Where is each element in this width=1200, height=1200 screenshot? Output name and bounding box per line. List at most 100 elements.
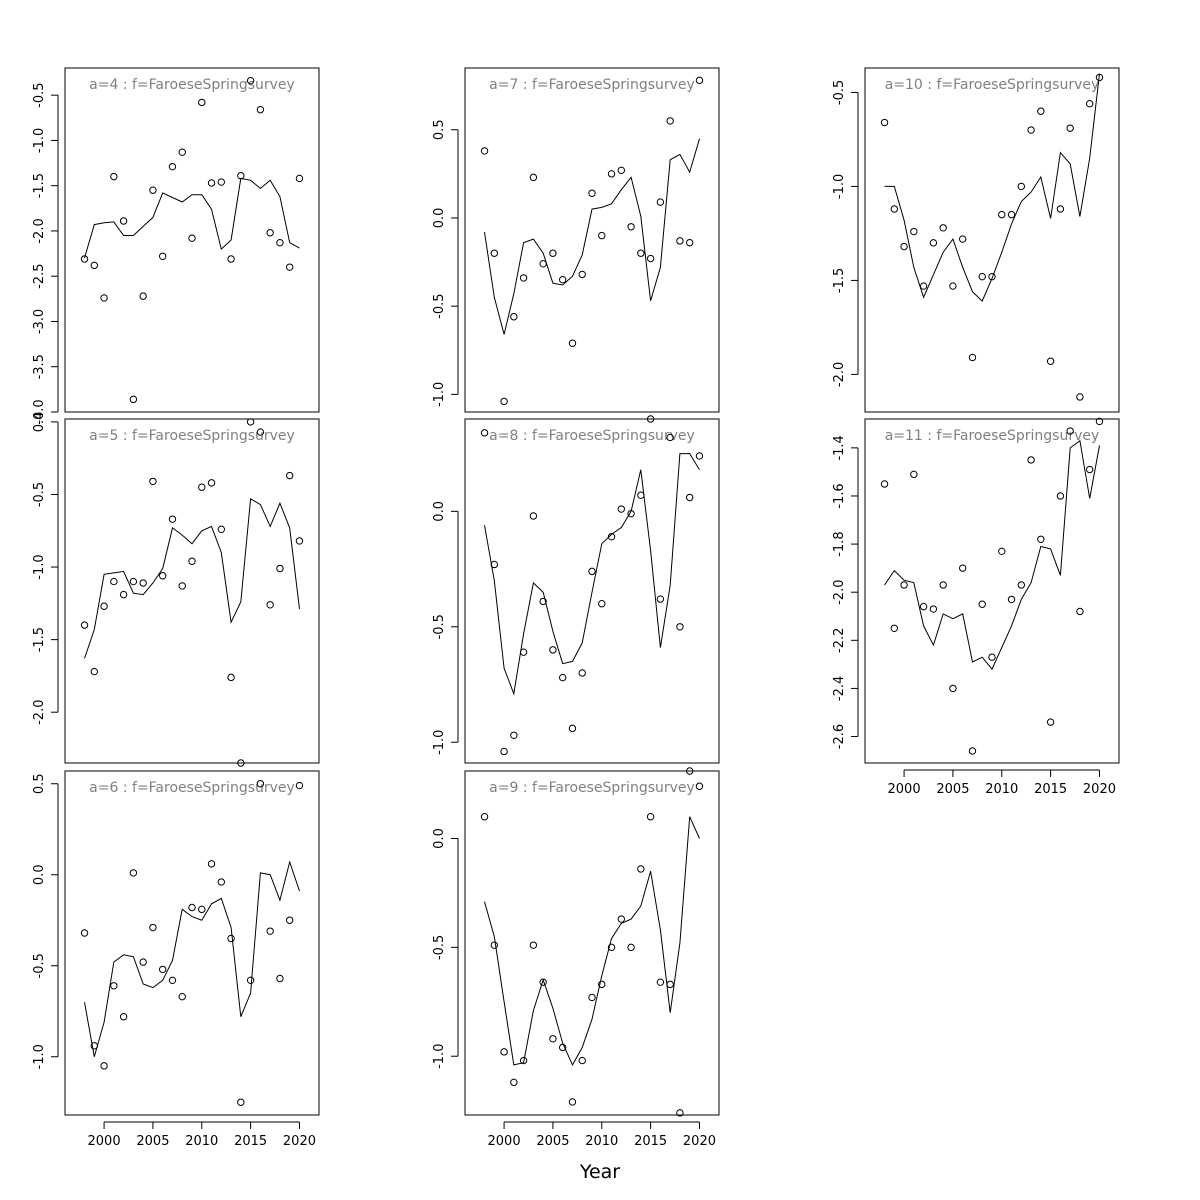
data-point bbox=[80, 255, 89, 263]
panel-title: a=8 : f=FaroeseSpringsurvey bbox=[489, 428, 695, 444]
plot-frame bbox=[864, 67, 1120, 413]
data-point bbox=[568, 339, 577, 347]
y-tick-label: -0.5 bbox=[32, 482, 47, 507]
data-point bbox=[958, 235, 967, 243]
x-tick-label: 2005 bbox=[136, 1134, 169, 1149]
data-point bbox=[129, 577, 138, 586]
data-point bbox=[637, 249, 645, 257]
data-point bbox=[607, 170, 616, 178]
data-point bbox=[549, 646, 557, 654]
data-point bbox=[998, 210, 1006, 219]
data-point bbox=[149, 477, 157, 486]
data-point bbox=[549, 1035, 557, 1043]
y-tick-label: -3.0 bbox=[32, 309, 47, 334]
x-tick-label: 2010 bbox=[985, 782, 1018, 797]
y-tick-label: -1.0 bbox=[32, 1044, 47, 1069]
data-point bbox=[568, 724, 577, 733]
data-point bbox=[539, 978, 547, 986]
y-tick-label: 0.0 bbox=[432, 828, 447, 849]
data-point bbox=[158, 965, 167, 974]
panel: a=9 : f=FaroeseSpringsurvey -1.0 -0.5 0.0 20… bbox=[432, 767, 720, 1149]
y-tick-label: -2.2 bbox=[832, 628, 847, 653]
data-point bbox=[266, 229, 274, 237]
data-point bbox=[646, 813, 655, 821]
data-point bbox=[519, 648, 528, 656]
data-point bbox=[919, 282, 928, 290]
data-point bbox=[617, 166, 626, 175]
data-point bbox=[237, 759, 245, 767]
data-point bbox=[1037, 107, 1045, 115]
data-point bbox=[90, 667, 99, 676]
y-tick-label: 0.0 bbox=[432, 208, 447, 229]
data-point bbox=[617, 915, 626, 923]
data-point bbox=[539, 260, 547, 268]
panel-title: a=7 : f=FaroeseSpringsurvey bbox=[489, 77, 695, 93]
plot-frame bbox=[64, 418, 320, 764]
data-point bbox=[519, 1056, 528, 1065]
data-point bbox=[100, 602, 108, 610]
data-point bbox=[1095, 417, 1104, 426]
data-point bbox=[285, 263, 294, 271]
data-point bbox=[558, 275, 567, 284]
y-tick-label: -0.5 bbox=[832, 80, 847, 105]
data-point bbox=[1007, 210, 1016, 219]
data-point bbox=[198, 905, 206, 914]
data-point bbox=[598, 980, 606, 989]
data-point bbox=[80, 621, 89, 629]
data-point bbox=[168, 515, 177, 523]
fitted-line bbox=[484, 138, 700, 335]
data-point bbox=[266, 927, 274, 935]
data-point bbox=[637, 491, 645, 499]
data-point bbox=[637, 865, 645, 873]
panel: a=10 : f=FaroeseSpringsurvey -2.0 -1.5 -1.0… bbox=[832, 67, 1120, 413]
data-point bbox=[100, 1062, 108, 1070]
panel-title: a=10 : f=FaroeseSpringsurvey bbox=[885, 77, 1100, 93]
data-point bbox=[490, 941, 499, 949]
x-tick-label: 2005 bbox=[536, 1134, 569, 1149]
data-point bbox=[1017, 581, 1026, 589]
x-tick-label: 2015 bbox=[634, 1134, 667, 1149]
y-tick-label: -1.0 bbox=[832, 174, 847, 199]
y-tick-label: -1.8 bbox=[832, 531, 847, 556]
data-point bbox=[695, 782, 704, 790]
y-tick-label: -2.0 bbox=[832, 580, 847, 605]
data-point bbox=[1017, 182, 1026, 191]
x-tick-label: 2020 bbox=[1083, 782, 1116, 797]
data-point bbox=[568, 1098, 577, 1106]
data-point bbox=[910, 227, 918, 236]
panel-title: a=9 : f=FaroeseSpringsurvey bbox=[489, 780, 695, 796]
data-point bbox=[627, 943, 635, 952]
data-point bbox=[139, 292, 147, 300]
y-tick-label: -0.5 bbox=[432, 614, 447, 639]
x-tick-label: 2020 bbox=[683, 1134, 716, 1149]
fitted-line bbox=[884, 73, 1100, 302]
plot-frame bbox=[464, 67, 720, 413]
y-tick-label: 0.0 bbox=[432, 501, 447, 522]
data-point bbox=[1046, 718, 1055, 726]
y-tick-label: -2.0 bbox=[32, 700, 47, 725]
x-tick-label: 2000 bbox=[488, 1134, 521, 1149]
data-point bbox=[500, 747, 508, 756]
data-point bbox=[1056, 492, 1065, 500]
data-point bbox=[939, 581, 947, 589]
data-point bbox=[178, 582, 186, 590]
data-point bbox=[158, 252, 167, 260]
data-point bbox=[968, 353, 977, 362]
data-point bbox=[900, 581, 908, 589]
y-tick-label: -2.5 bbox=[32, 264, 47, 289]
data-point bbox=[890, 624, 899, 632]
data-point bbox=[1007, 595, 1016, 604]
data-point bbox=[685, 767, 694, 775]
data-point bbox=[246, 976, 255, 985]
data-point bbox=[588, 189, 596, 197]
panel-title: a=5 : f=FaroeseSpringsurvey bbox=[89, 428, 295, 444]
data-point bbox=[207, 179, 216, 187]
data-point bbox=[178, 992, 186, 1001]
data-point bbox=[119, 1013, 128, 1021]
data-point bbox=[110, 982, 118, 990]
y-tick-label: -0.5 bbox=[32, 953, 47, 978]
data-point bbox=[510, 731, 518, 739]
data-point bbox=[929, 605, 938, 613]
data-point bbox=[276, 564, 284, 573]
